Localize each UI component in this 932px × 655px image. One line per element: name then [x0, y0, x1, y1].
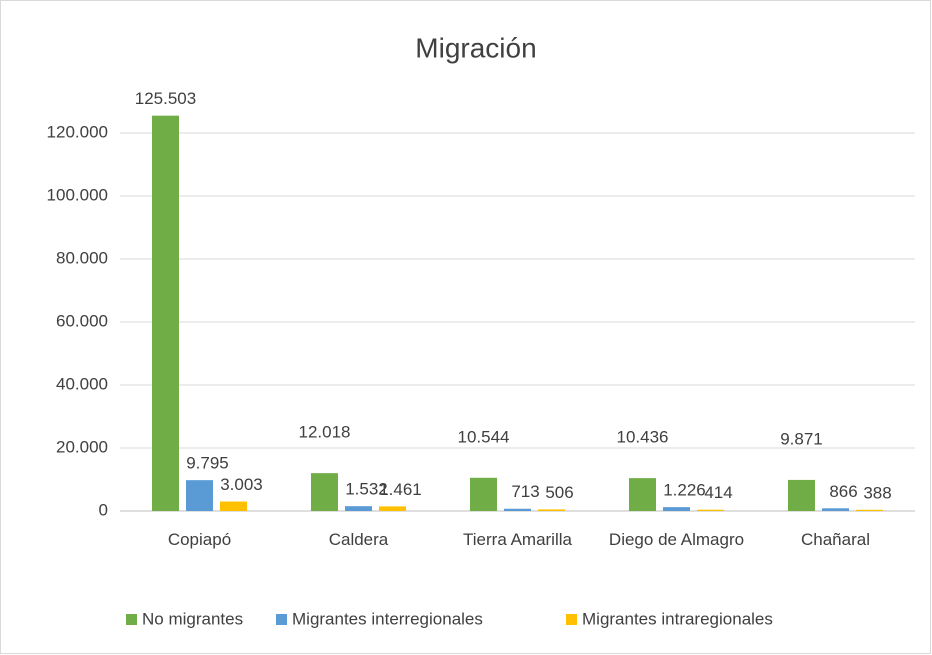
data-label: 9.871	[780, 429, 823, 448]
data-label: 12.018	[299, 423, 351, 442]
x-tick-label: Copiapó	[167, 530, 232, 549]
x-tick-label-box: Copiapó	[167, 530, 232, 549]
legend-swatch	[126, 614, 137, 625]
bar	[345, 506, 372, 511]
x-tick-label-box: Tierra Amarilla	[463, 530, 572, 549]
bar	[538, 509, 565, 511]
y-tick-label: 60.000	[56, 311, 108, 330]
x-tick-label: Diego de Almagro	[608, 530, 745, 549]
legend-label: Migrantes interregionales	[292, 609, 483, 628]
y-tick-label: 20.000	[56, 437, 108, 456]
bar	[152, 115, 179, 511]
bar	[470, 477, 497, 511]
y-tick-label: 40.000	[56, 374, 108, 393]
y-tick-label: 0	[99, 500, 108, 519]
bar	[311, 473, 338, 511]
legend-label: Migrantes intraregionales	[582, 609, 773, 628]
bar	[856, 509, 883, 511]
y-tick-label: 100.000	[47, 185, 108, 204]
bar	[629, 478, 656, 511]
data-label: 1.226	[663, 481, 706, 500]
bar	[697, 509, 724, 511]
bar	[504, 508, 531, 511]
data-label: 866	[829, 482, 857, 501]
x-tick-label: Caldera	[328, 530, 389, 549]
legend-swatch	[566, 614, 577, 625]
data-label: 3.003	[220, 475, 263, 494]
bar	[379, 506, 406, 511]
x-tick-label: Chañaral	[801, 530, 870, 549]
chart-title: Migración	[415, 32, 536, 63]
bar	[822, 508, 849, 511]
data-label: 388	[863, 483, 891, 502]
x-tick-label: Tierra Amarilla	[463, 530, 572, 549]
data-label: 9.795	[186, 454, 229, 473]
x-tick-label-box: Diego de Almagro	[608, 530, 745, 549]
x-tick-label-box: Chañaral	[801, 530, 870, 549]
data-label: 414	[704, 483, 732, 502]
data-label: 1.532	[345, 480, 388, 499]
data-label: 713	[511, 482, 539, 501]
data-label: 1.461	[379, 480, 422, 499]
bar	[788, 479, 815, 511]
bar	[220, 501, 247, 511]
bar	[186, 480, 213, 511]
data-label: 10.544	[458, 427, 510, 446]
y-tick-label: 80.000	[56, 248, 108, 267]
y-tick-label: 120.000	[47, 122, 108, 141]
data-label: 10.436	[617, 428, 669, 447]
bar	[663, 507, 690, 511]
x-tick-label-box: Caldera	[328, 530, 389, 549]
data-label: 506	[545, 483, 573, 502]
data-label: 125.503	[135, 89, 196, 108]
legend-swatch	[276, 614, 287, 625]
legend-label: No migrantes	[142, 609, 243, 628]
